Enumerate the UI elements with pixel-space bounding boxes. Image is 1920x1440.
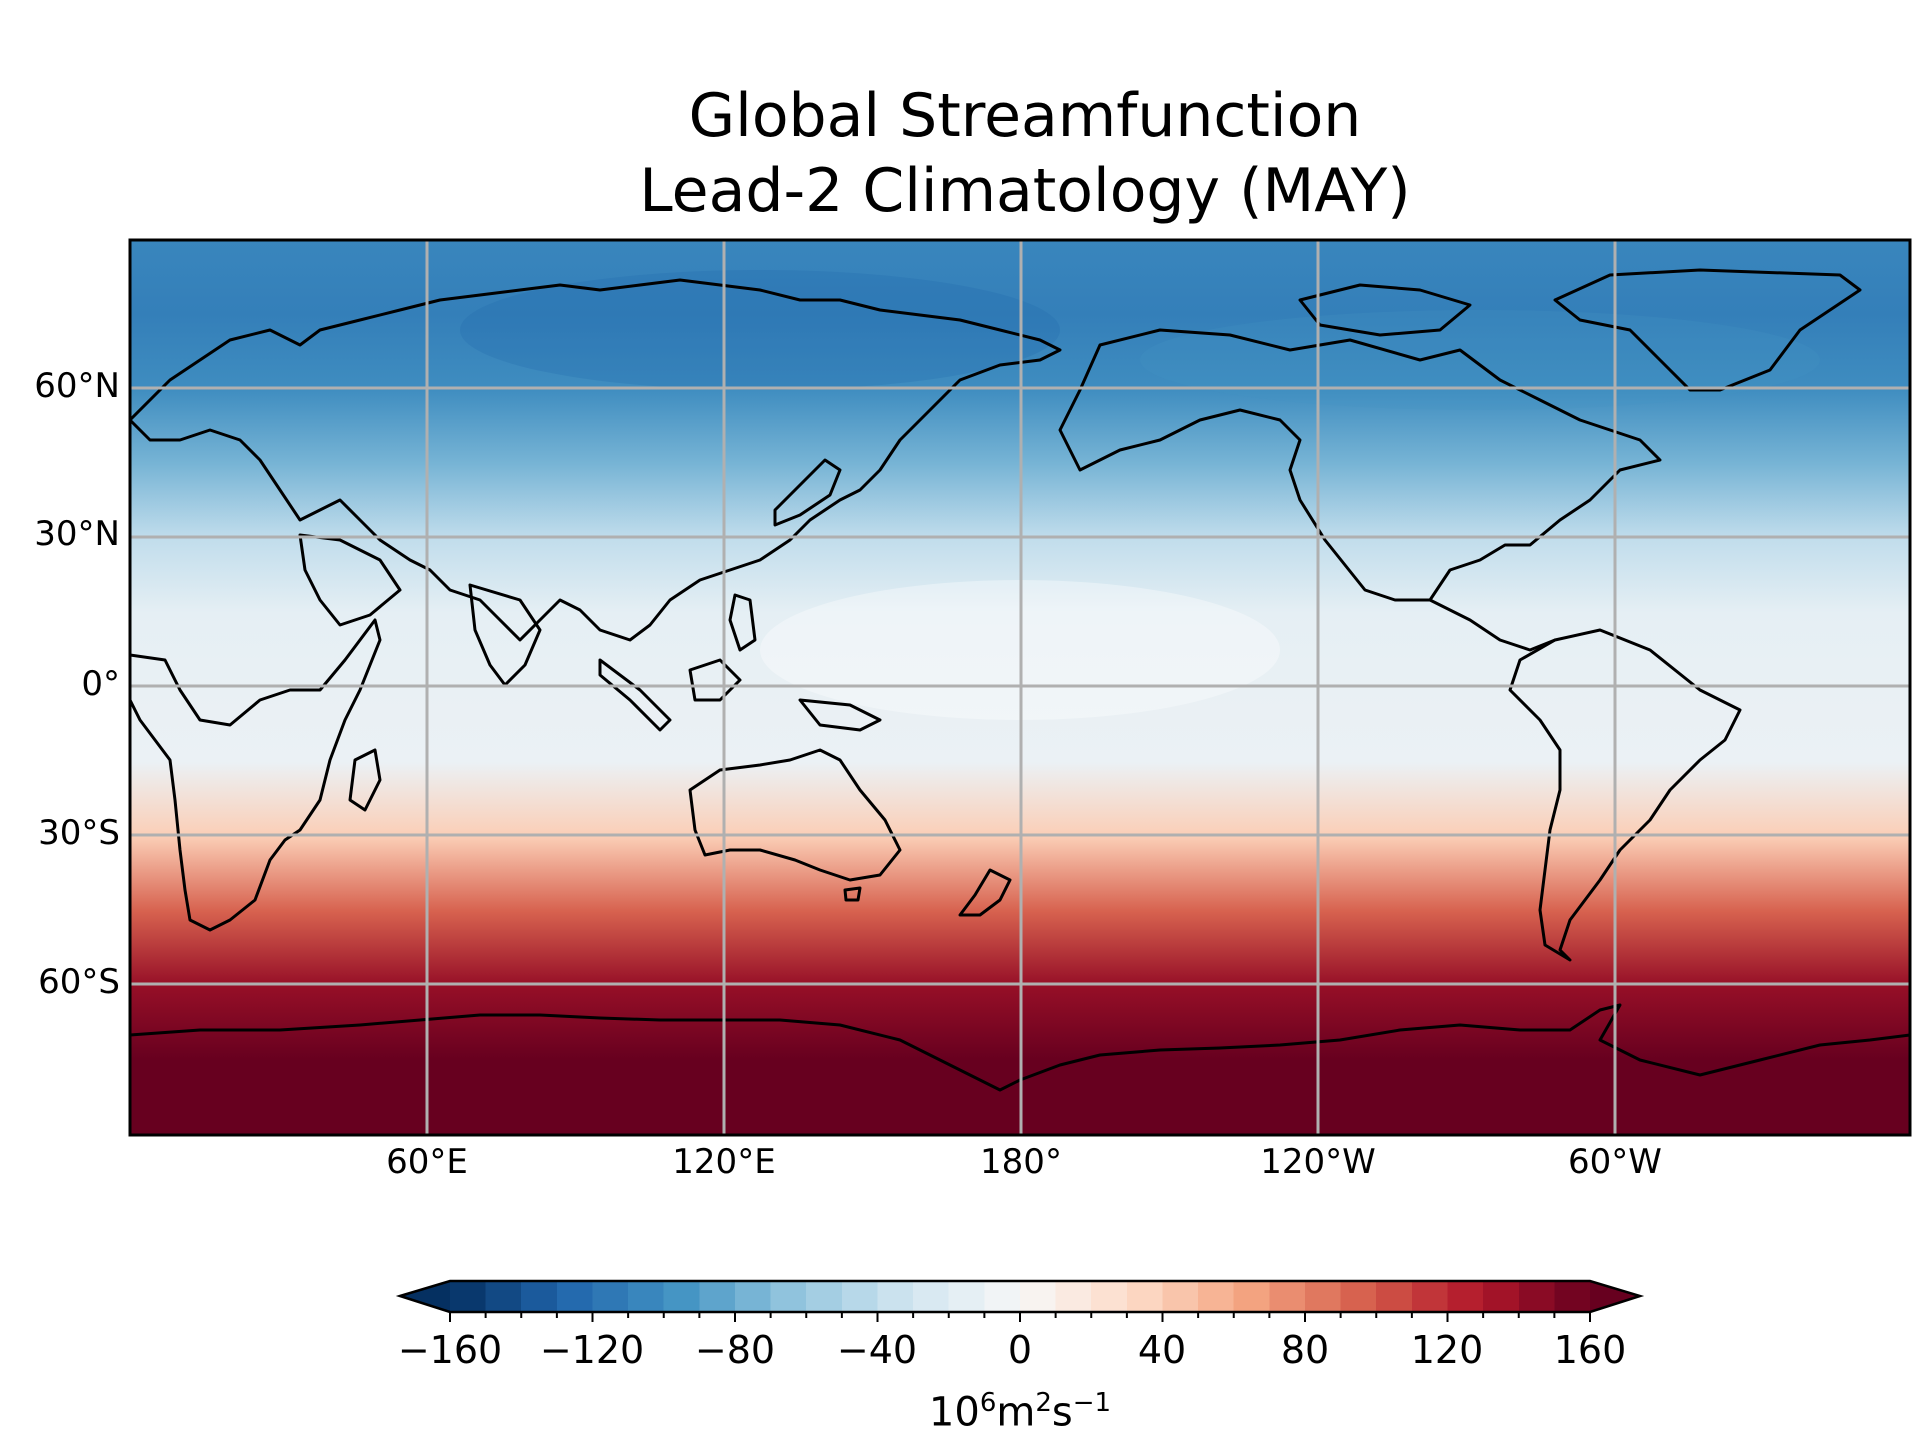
field-anomaly-na <box>1140 310 1820 410</box>
coastline-arabia <box>298 533 402 627</box>
lon-label-120w: 120°W <box>1260 1142 1376 1182</box>
lat-label-30n: 30°N <box>34 514 120 554</box>
colorbar-tick-label: 80 <box>1280 1328 1330 1372</box>
lon-label-60e: 60°E <box>386 1142 468 1182</box>
colorbar-extend-high <box>1590 1281 1640 1312</box>
coastline-central-america <box>1429 598 1556 652</box>
coastline-madagascar <box>348 748 382 812</box>
colorbar-tick-label: −120 <box>539 1328 645 1372</box>
coastline-australia <box>688 748 902 882</box>
coastline-eurasia <box>130 278 1062 642</box>
gridlines <box>130 240 1910 1135</box>
coastlines <box>130 268 1910 1092</box>
coastline-greenland <box>1553 268 1862 392</box>
colorbar-units-label: 106m2s−1 <box>928 1388 1112 1436</box>
coastline-japan <box>773 458 842 527</box>
title-line-2: Lead-2 Climatology (MAY) <box>639 156 1411 226</box>
colorbar-tick-label: 120 <box>1410 1328 1484 1372</box>
field-anomaly-nh <box>460 270 1060 390</box>
colorbar-tick-label: −40 <box>836 1328 918 1372</box>
coastline-sumatra <box>598 658 672 732</box>
coastline-borneo <box>688 658 742 702</box>
title-line-1: Global Streamfunction <box>688 81 1362 151</box>
coastline-new-guinea <box>798 698 882 732</box>
colorbar <box>395 1279 1645 1322</box>
colorbar-ticks <box>449 1312 1591 1322</box>
colorbar-tick-label: 0 <box>1007 1328 1033 1372</box>
lon-label-180: 180° <box>980 1142 1062 1182</box>
coastline-tasmania <box>843 886 862 902</box>
colorbar-tick-label: 160 <box>1553 1328 1627 1372</box>
map-frame <box>128 238 1912 1137</box>
map-area <box>130 240 1910 1135</box>
lat-label-60s: 60°S <box>38 962 120 1002</box>
lon-label-120e: 120°E <box>672 1142 776 1182</box>
colorbar-tick-label: −80 <box>694 1328 776 1372</box>
coastline-new-zealand <box>958 868 1012 917</box>
lat-label-30s: 30°S <box>38 813 120 853</box>
coastline-africa <box>130 618 382 932</box>
coastline-philippines <box>728 593 757 652</box>
colorbar-tick-label: −160 <box>397 1328 503 1372</box>
coastline-north-america <box>1058 328 1662 602</box>
coastline-south-america <box>1508 628 1742 962</box>
coastline-india <box>468 583 542 687</box>
lat-label-60n: 60°N <box>34 366 120 406</box>
colorbar-extend-low <box>400 1281 450 1312</box>
lat-label-0: 0° <box>81 664 120 704</box>
coastline-antarctica <box>130 1003 1910 1092</box>
coastline-arctic-islands <box>1298 283 1472 337</box>
colorbar-tick-label: 40 <box>1137 1328 1187 1372</box>
colorbar-body <box>450 1281 1590 1312</box>
lon-label-60w: 60°W <box>1568 1142 1662 1182</box>
